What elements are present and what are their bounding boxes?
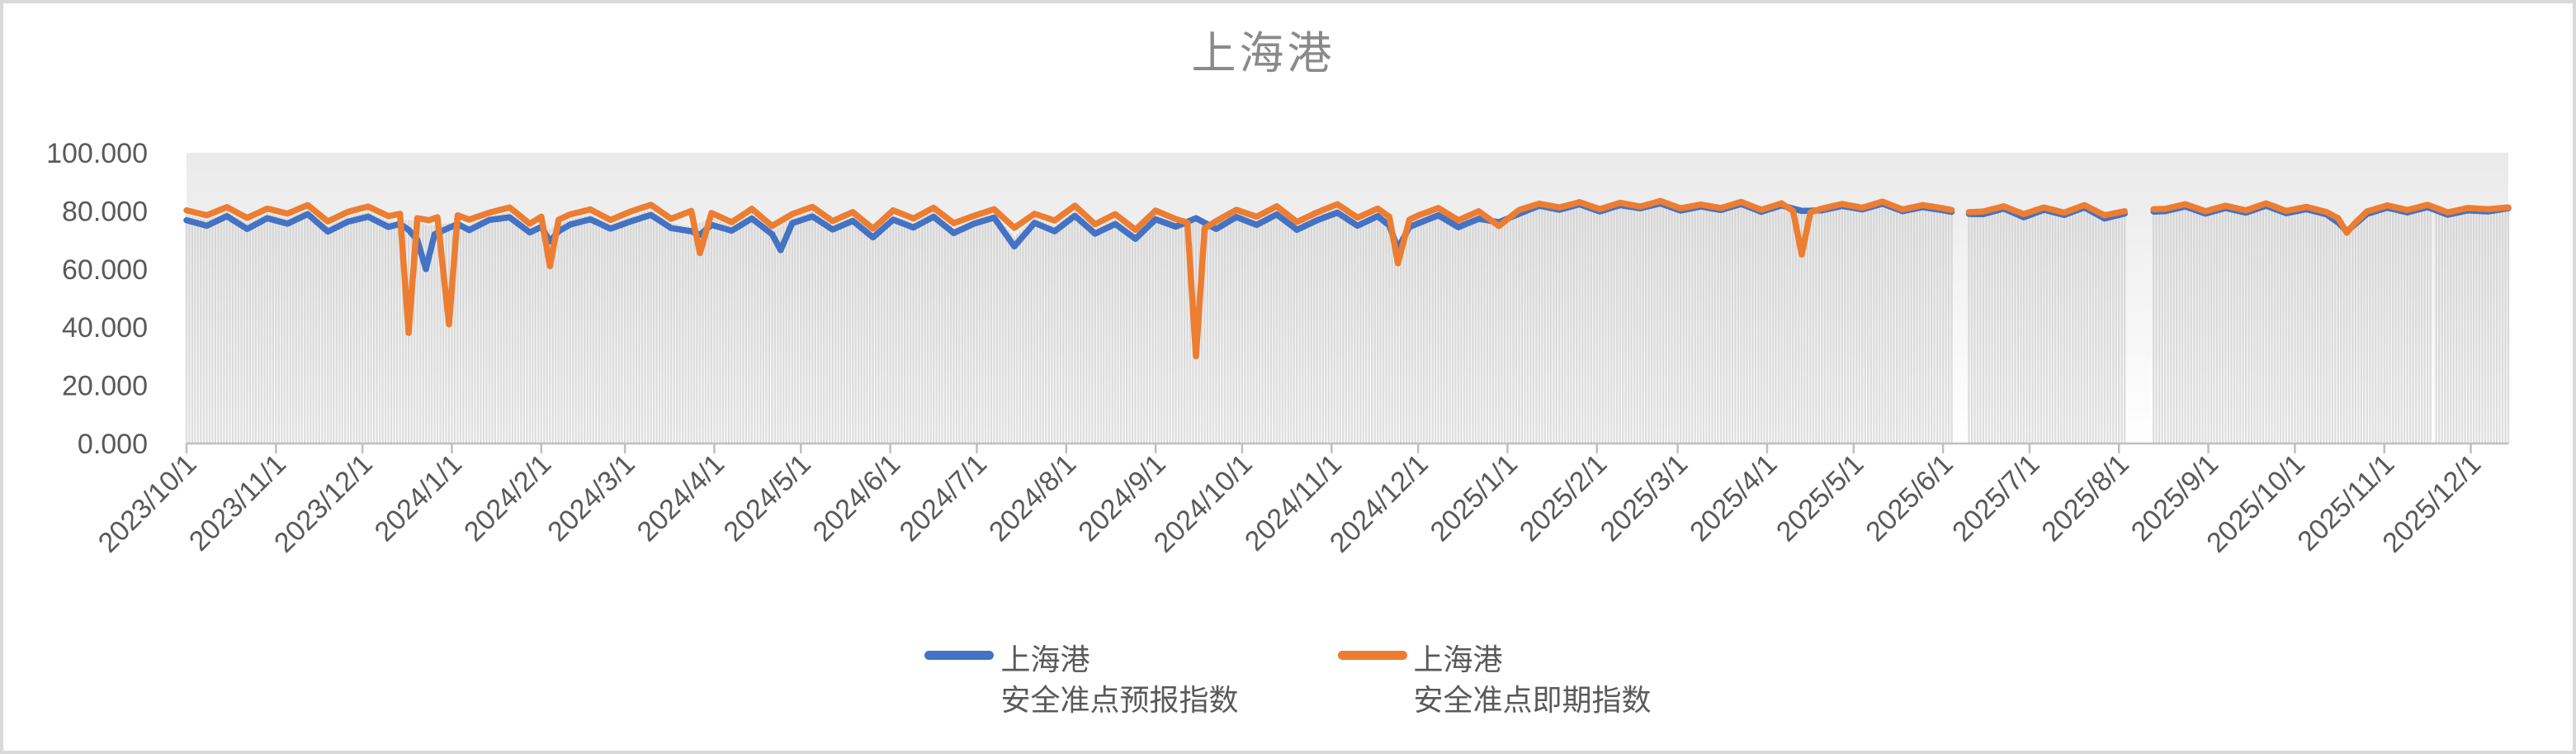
x-axis-label: 2025/1/1	[1425, 448, 1524, 548]
daily-bars	[185, 202, 2510, 443]
spot-series-swatch-icon	[1337, 651, 1407, 660]
legend-label-spot: 上海港 安全准点即期指数	[1414, 639, 1652, 720]
x-axis-label: 2024/8/1	[983, 448, 1082, 548]
x-axis-label: 2024/6/1	[807, 448, 906, 548]
x-axis-label: 2024/1/1	[369, 448, 468, 548]
legend-label-forecast-line2: 安全准点预报指数	[1000, 683, 1239, 717]
y-axis-label: 100.000	[46, 138, 148, 169]
x-axis-label: 2023/10/1	[92, 448, 203, 559]
x-axis-label: 2025/5/1	[1770, 448, 1869, 548]
legend-item-forecast: 上海港 安全准点预报指数	[924, 639, 1239, 720]
x-axis-label: 2025/4/1	[1684, 448, 1783, 548]
series-line-spot	[183, 197, 1955, 360]
y-axis-label: 0.000	[78, 429, 148, 460]
x-axis-label: 2024/4/1	[631, 448, 730, 548]
series-line-spot	[2150, 200, 2512, 236]
series-line-spot	[1965, 202, 2128, 219]
legend-label-forecast: 上海港 安全准点预报指数	[1000, 639, 1238, 720]
x-axis-label: 2024/2/1	[458, 448, 557, 548]
chart-canvas: 2023/10/12023/11/12023/12/12024/1/12024/…	[46, 138, 2512, 559]
x-axis-label: 2024/5/1	[718, 448, 817, 548]
y-axis-label: 40.000	[62, 312, 148, 344]
x-axis-label: 2025/8/1	[2035, 448, 2134, 548]
legend-label-forecast-line1: 上海港	[1000, 643, 1090, 676]
x-axis-label: 2025/2/1	[1514, 448, 1613, 548]
y-axis-label: 20.000	[62, 371, 148, 402]
x-axis-label: 2025/7/1	[1946, 448, 2045, 548]
y-axis-label: 80.000	[62, 196, 148, 227]
x-axis-label: 2024/3/1	[541, 448, 640, 548]
legend-item-spot: 上海港 安全准点即期指数	[1337, 639, 1652, 720]
legend: 上海港 安全准点预报指数 上海港 安全准点即期指数	[3, 639, 2573, 720]
x-axis-label: 2025/3/1	[1595, 448, 1694, 548]
y-axis-label: 60.000	[62, 254, 148, 286]
legend-label-spot-line2: 安全准点即期指数	[1413, 683, 1652, 717]
forecast-series-swatch-icon	[924, 651, 995, 660]
x-axis-label: 2024/7/1	[894, 448, 993, 548]
legend-label-spot-line1: 上海港	[1413, 643, 1503, 676]
x-axis-label: 2025/6/1	[1860, 448, 1959, 548]
chart-title: 上海港	[1191, 29, 1335, 78]
